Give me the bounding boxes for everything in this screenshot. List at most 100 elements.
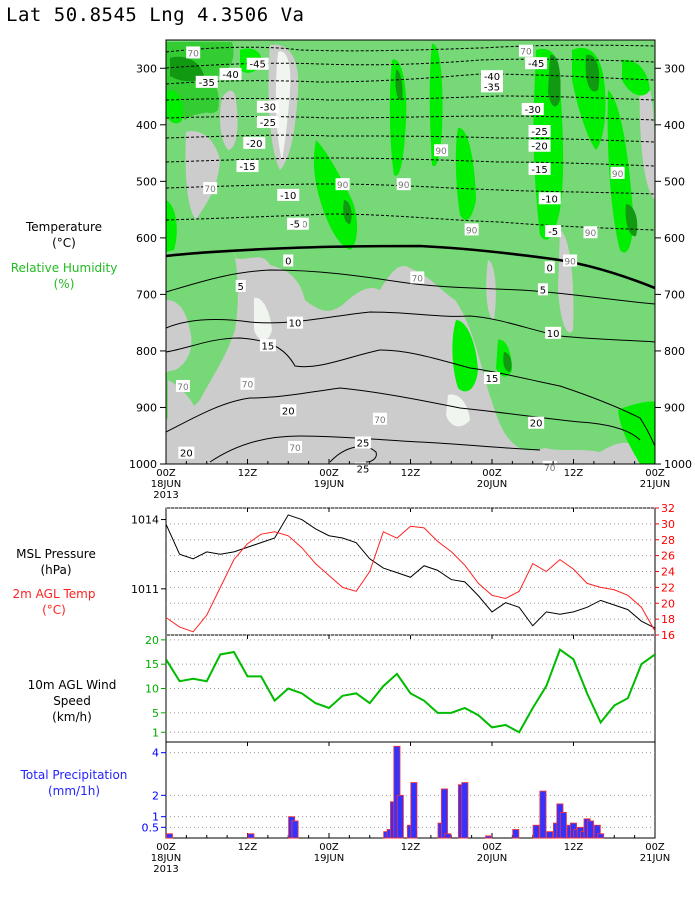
precip-bar [440,788,448,839]
precip-tick-label: 2 [152,789,159,802]
temp-label-box [354,462,371,475]
pressure-tick-label-left: 700 [136,288,157,301]
rh-label-box [335,178,350,191]
temp-label: 20 [530,419,543,430]
temp-label: -10 [542,194,558,205]
rh-moist-region [429,43,443,167]
temp-label-box [219,67,242,80]
temp-label-box [525,57,548,70]
wind-tick-label: 15 [145,658,159,671]
wind-title-2: Speed [53,694,91,708]
temp-label-box [545,225,562,238]
pressure-tick-label-right: 600 [664,232,685,245]
precip-label: Total Precipitation (mm/1h) [10,767,138,799]
temp-label-box [280,404,297,417]
rh-vdry-region [446,394,470,427]
temp-label: -25 [531,127,547,138]
msl-tick-label: 1011 [131,583,159,596]
date-label: 20JUN [477,479,507,490]
temp-label: -25 [260,118,276,129]
isotherm-minus-20 [166,134,655,143]
temp-label: -45 [528,59,544,70]
temp-label-box [537,283,548,296]
precip-bar [291,820,299,839]
pressure-tick-label-left: 300 [136,62,157,75]
year-label: 2013 [153,864,178,875]
temp-label-box [481,80,503,93]
rh-vdry-region [275,51,291,160]
temp-label-box [528,416,545,429]
rh-moist-region [313,140,358,250]
rh-label: 90 [585,229,597,239]
rh-moist-region [618,401,655,464]
isotherm-minus-45 [166,44,655,53]
rh-label-box [410,271,425,284]
temp-label-box [178,446,195,459]
temp-label: -35 [484,82,500,93]
time-tick-label: 12Z [401,468,421,479]
date-label: 18JUN [151,853,181,864]
temp-label-box [528,125,551,138]
pressure-temp-axes: 1011 1014 16 18 20 22 24 26 28 30 32 [131,502,675,642]
temp-label-box [256,100,279,113]
rh-dry-region [486,260,496,320]
t2m-tick-label: 20 [661,597,675,610]
isotherm-minus-25 [166,115,655,121]
msl-label: MSL Pressure (hPa) [6,546,106,578]
temp-label: 15 [486,374,499,385]
isotherm-20 [166,387,641,441]
pressure-tick-label-right: 900 [664,401,685,414]
rh-core-region [503,352,512,372]
rh-dry-region [185,131,220,220]
rh-label-box [288,441,303,454]
date-label: 19JUN [314,853,344,864]
temp-label-box [528,162,551,175]
time-tick-label: 00Z [482,842,502,853]
isotherm-minus-15 [166,157,655,167]
temp-label-box [277,188,300,201]
pressure-tick-label-left: 500 [136,175,157,188]
t2m-temperature-line [166,525,655,633]
rh-label: 90 [337,181,349,191]
rh-core-region [395,69,403,101]
precip-bar [444,833,452,839]
rh-label-box [175,379,190,392]
precip-bar [586,820,594,839]
precip-bar [461,782,469,839]
temp-label: -20 [531,142,547,153]
wind-unit: (km/h) [52,710,92,724]
temp-label-box [538,192,561,205]
pressure-tick-label-right: 700 [664,288,685,301]
wind-label: 10m AGL Wind Speed (km/h) [22,677,122,725]
precip-bar [485,835,493,839]
wind-tick-label: 20 [145,634,159,647]
rh-label: 90 [398,181,410,191]
temp-label: -10 [280,191,296,202]
temp-label: -30 [525,105,541,116]
rh-label-box [434,144,449,157]
temp-label-box [287,316,304,329]
time-tick-label: 00Z [645,842,665,853]
temp-label-box [287,217,304,230]
wind-speed-line [166,648,655,734]
plot-title: Lat 50.8545 Lng 4.3506 Va [6,4,305,26]
temp-label: 25 [357,465,370,476]
temp-label-box [354,436,371,449]
t2m-title: 2m AGL Temp [12,587,96,601]
temp-label: -30 [260,103,276,114]
rh-label: 70 [242,381,254,391]
pressure-temp-lines [166,514,655,633]
rh-label-box [240,377,255,390]
temperature-unit: (°C) [52,236,76,250]
pressure-tick-label-right: 300 [664,62,685,75]
precip-bar [597,833,605,839]
dotted-gridlines [166,507,655,828]
t2m-unit: (°C) [42,603,66,617]
rh-core-region [625,204,638,237]
temp-label: -15 [239,162,255,173]
precip-tick-label: 4 [152,747,159,760]
time-tick-label: 00Z [319,842,339,853]
